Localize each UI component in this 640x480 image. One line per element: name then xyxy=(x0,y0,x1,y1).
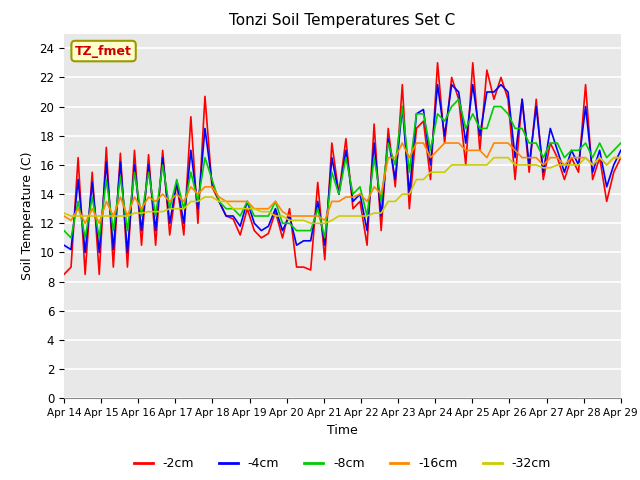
Text: TZ_fmet: TZ_fmet xyxy=(75,45,132,58)
Y-axis label: Soil Temperature (C): Soil Temperature (C) xyxy=(20,152,34,280)
X-axis label: Time: Time xyxy=(327,424,358,437)
Title: Tonzi Soil Temperatures Set C: Tonzi Soil Temperatures Set C xyxy=(229,13,456,28)
Legend: -2cm, -4cm, -8cm, -16cm, -32cm: -2cm, -4cm, -8cm, -16cm, -32cm xyxy=(129,452,556,475)
